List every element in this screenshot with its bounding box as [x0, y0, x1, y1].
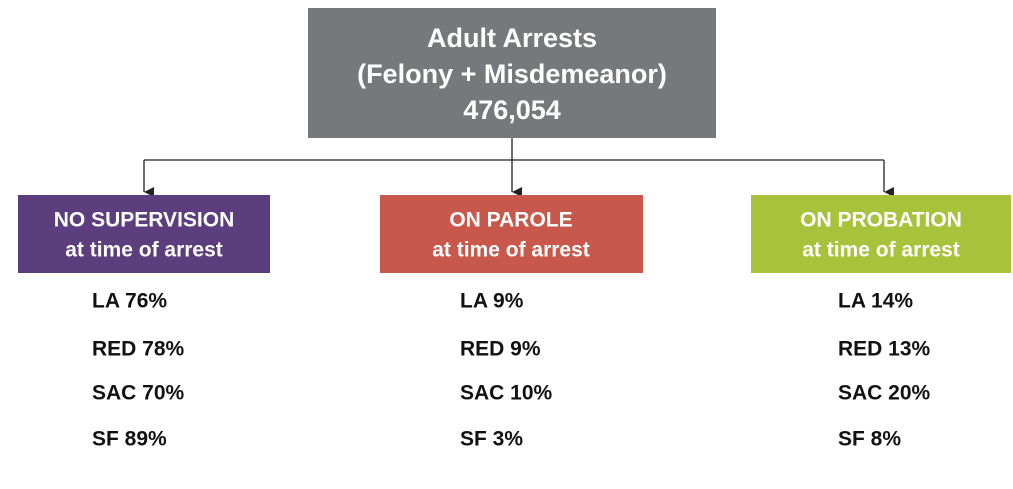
item: LA 76%	[92, 290, 167, 313]
item: SF 3%	[460, 428, 523, 451]
root-box	[308, 8, 716, 138]
item: SAC 70%	[92, 382, 185, 405]
branch-title: ON PAROLE	[449, 209, 572, 232]
item: RED 78%	[92, 338, 185, 361]
branch-subtitle: at time of arrest	[802, 239, 960, 262]
root-line: Adult Arrests	[427, 23, 597, 53]
connector	[144, 138, 884, 161]
root-line: 476,054	[463, 95, 561, 125]
branch-subtitle: at time of arrest	[432, 239, 590, 262]
item: RED 9%	[460, 338, 541, 361]
branch-subtitle: at time of arrest	[65, 239, 223, 262]
branch-box	[751, 195, 1011, 273]
branch-box	[380, 195, 643, 273]
item: SAC 10%	[460, 382, 553, 405]
item: LA 14%	[838, 290, 913, 313]
branch-title: ON PROBATION	[800, 209, 962, 232]
branch-box	[18, 195, 270, 273]
item: RED 13%	[838, 338, 931, 361]
item: LA 9%	[460, 290, 524, 313]
root-line: (Felony + Misdemeanor)	[357, 59, 667, 89]
branch-title: NO SUPERVISION	[54, 209, 235, 232]
item: SF 8%	[838, 428, 901, 451]
item: SAC 20%	[838, 382, 931, 405]
item: SF 89%	[92, 428, 167, 451]
